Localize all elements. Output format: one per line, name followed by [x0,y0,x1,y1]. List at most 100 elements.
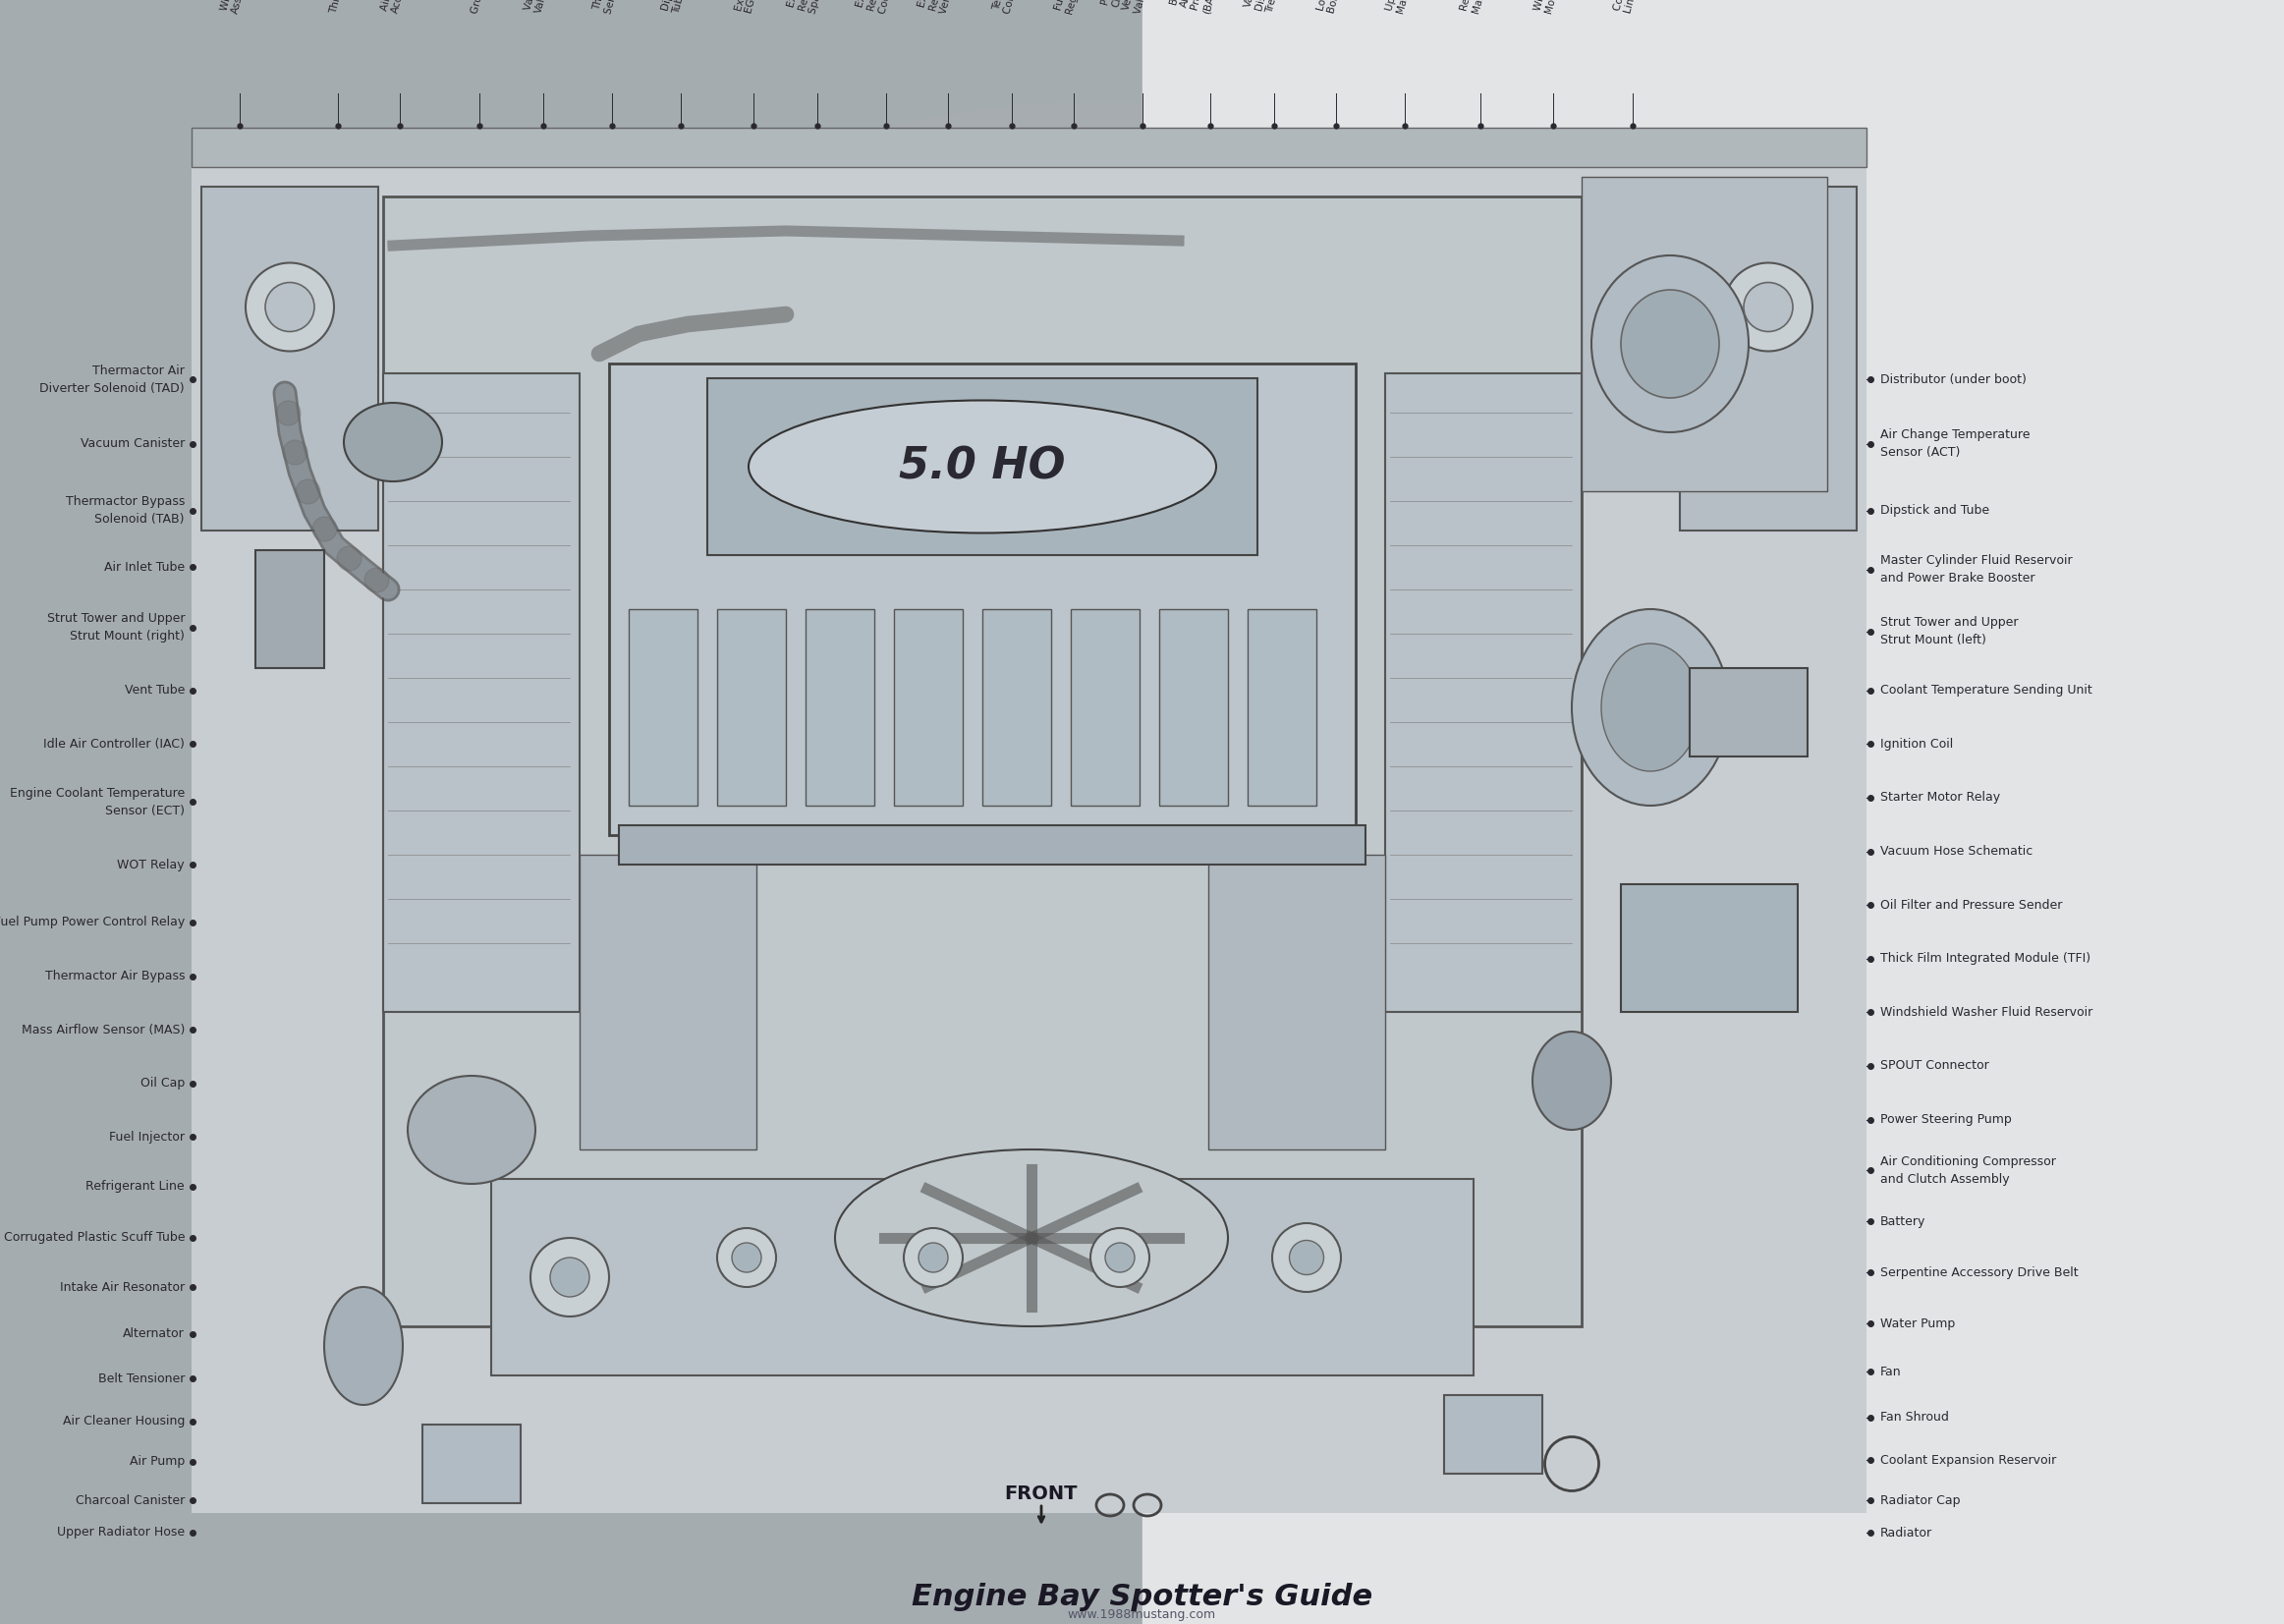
Bar [1247,609,1316,806]
Text: Engine Bay Spotter's Guide: Engine Bay Spotter's Guide [911,1582,1373,1611]
Text: Oil Cap: Oil Cap [139,1077,185,1090]
Ellipse shape [1571,609,1729,806]
Bar [893,609,964,806]
Bar [1208,854,1384,1150]
Text: Windshield Wiper
Motor: Windshield Wiper Motor [1533,0,1576,15]
Bar [0,0,1142,1624]
Text: Air Conditioning
Accumulator: Air Conditioning Accumulator [379,0,420,15]
Text: Logo Plate
Bolt Heads: Logo Plate Bolt Heads [1316,0,1350,15]
Text: Fuel Pump Power Control Relay: Fuel Pump Power Control Relay [0,916,185,929]
Text: Radiator Cap: Radiator Cap [1880,1494,1960,1507]
Ellipse shape [550,1257,589,1298]
Bar [610,364,1357,835]
Ellipse shape [1622,289,1720,398]
Text: Throttle Body: Throttle Body [329,0,356,15]
Bar [1443,1395,1542,1473]
Text: Charcoal Canister: Charcoal Canister [75,1494,185,1507]
Bar [192,128,1866,167]
Text: Alternator: Alternator [123,1328,185,1340]
Text: Idle Air Controller (IAC): Idle Air Controller (IAC) [43,737,185,750]
Text: Thermactor Air Bypass: Thermactor Air Bypass [46,970,185,983]
Bar [982,609,1051,806]
Text: Ignition Coil: Ignition Coil [1880,737,1953,750]
Text: Refrigerant Line
Manifold: Refrigerant Line Manifold [1459,0,1501,15]
Text: Refrigerant Line: Refrigerant Line [87,1181,185,1194]
Text: Air Inlet Tube: Air Inlet Tube [105,560,185,573]
Ellipse shape [530,1237,610,1317]
Bar [384,374,580,1012]
Text: Coolant Expansion Reservoir: Coolant Expansion Reservoir [1880,1453,2056,1466]
Text: Vent Tube: Vent Tube [123,684,185,697]
Text: Power Steering Pump: Power Steering Pump [1880,1112,2012,1125]
Text: Water Pump: Water Pump [1880,1317,1955,1330]
Bar [580,854,756,1150]
Bar [1622,883,1798,1012]
Text: Distributor (under boot): Distributor (under boot) [1880,374,2026,387]
Ellipse shape [904,1228,964,1286]
Bar [1690,667,1807,757]
Text: Vacuum Check
Valve: Vacuum Check Valve [523,0,564,15]
Ellipse shape [836,1150,1229,1327]
Text: Wiring Harness
Assembly: Wiring Harness Assembly [219,0,260,15]
Text: Vacuum Canister: Vacuum Canister [80,437,185,450]
Ellipse shape [1592,255,1750,432]
Ellipse shape [749,401,1215,533]
Text: Sensor (ACT): Sensor (ACT) [1880,447,1960,460]
Text: Exhaust Gas
Recirculation
Spacer Plate: Exhaust Gas Recirculation Spacer Plate [786,0,836,15]
Text: and Power Brake Booster: and Power Brake Booster [1880,572,2035,585]
Text: Upper Intake
Manifold: Upper Intake Manifold [1384,0,1421,15]
Text: Fan Shroud: Fan Shroud [1880,1411,1948,1424]
Text: Exhaust Gas
Recirculation
Coolant Hose(s): Exhaust Gas Recirculation Coolant Hose(s… [854,0,907,15]
Text: Fan: Fan [1880,1366,1903,1379]
Text: Strut Tower and Upper: Strut Tower and Upper [1880,615,2019,628]
Bar [384,197,1581,1327]
Text: Air Conditioning Compressor: Air Conditioning Compressor [1880,1155,2056,1168]
Text: Diverter Solenoid (TAD): Diverter Solenoid (TAD) [39,382,185,395]
Text: Strut Mount (left): Strut Mount (left) [1880,633,1987,646]
Text: WOT Relay: WOT Relay [116,859,185,870]
Bar [1384,374,1581,1012]
Text: Thick Film Integrated Module (TFI): Thick Film Integrated Module (TFI) [1880,952,2090,965]
Bar [1071,609,1140,806]
Text: Sensor (ECT): Sensor (ECT) [105,804,185,817]
Text: Intake Air Resonator: Intake Air Resonator [59,1281,185,1294]
Text: Vacuum Hose Schematic: Vacuum Hose Schematic [1880,844,2033,857]
Ellipse shape [918,1242,948,1272]
Text: Exhaust Gas
Recirculation
Vent Hose (EGR): Exhaust Gas Recirculation Vent Hose (EGR… [916,0,971,15]
Text: Air Pump: Air Pump [130,1455,185,1468]
Bar [628,609,697,806]
Text: Exhaust
EGR Plate: Exhaust EGR Plate [733,0,767,15]
Ellipse shape [1601,643,1699,771]
Text: FRONT: FRONT [1005,1484,1078,1502]
Text: Oil Filter and Pressure Sender: Oil Filter and Pressure Sender [1880,898,2062,911]
Text: Fuel Injector: Fuel Injector [110,1130,185,1143]
Text: Fuel Pressure
Regulator: Fuel Pressure Regulator [1053,0,1092,15]
Text: Battery: Battery [1880,1215,1925,1228]
Ellipse shape [1743,283,1793,331]
Text: Ground Strap: Ground Strap [471,0,498,15]
Text: Strut Mount (right): Strut Mount (right) [71,630,185,643]
Text: Coolant Temperature Sending Unit: Coolant Temperature Sending Unit [1880,684,2092,697]
Text: Thermactor Air: Thermactor Air [91,364,185,377]
Bar [1679,187,1857,531]
Text: Ten Pin
Connectors (2): Ten Pin Connectors (2) [991,0,1032,15]
Ellipse shape [265,283,315,331]
Bar [423,1424,521,1504]
Bar [806,609,875,806]
Text: Air Cleaner Housing: Air Cleaner Housing [62,1415,185,1427]
Bar [708,378,1258,555]
Text: Thermactor Bypass: Thermactor Bypass [66,495,185,508]
Bar [201,187,379,531]
Ellipse shape [345,403,443,481]
Ellipse shape [1724,263,1813,351]
Text: Windshield Washer Fluid Reservoir: Windshield Washer Fluid Reservoir [1880,1005,2092,1018]
Text: Engine Coolant Temperature: Engine Coolant Temperature [9,786,185,799]
Text: Strut Tower and Upper: Strut Tower and Upper [46,612,185,625]
Ellipse shape [1105,1242,1135,1272]
Bar [1142,0,2284,1624]
Bar [491,1179,1473,1376]
Ellipse shape [1290,1241,1325,1275]
Text: www.1988mustang.com: www.1988mustang.com [1069,1608,1215,1621]
Text: Solenoid (TAB): Solenoid (TAB) [96,513,185,526]
Ellipse shape [717,1228,777,1286]
